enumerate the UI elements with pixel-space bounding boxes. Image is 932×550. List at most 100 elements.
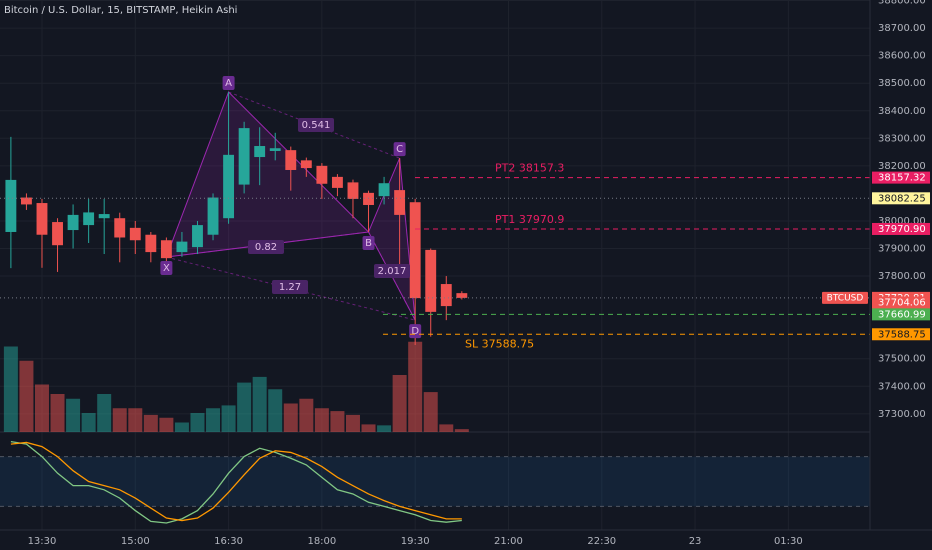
candle-body	[145, 234, 157, 253]
y-tick-label: 38500.00	[878, 78, 926, 89]
price-label: 37660.99	[878, 309, 926, 320]
volume-bar	[221, 405, 236, 432]
candle-body	[83, 212, 95, 226]
y-tick-label: 37900.00	[878, 244, 926, 255]
pattern-point-box	[362, 235, 375, 250]
x-tick-label: 01:30	[774, 536, 803, 547]
oscillator-d-line	[10, 441, 462, 522]
pattern-point-label: D	[411, 326, 419, 337]
candle-body	[347, 182, 359, 199]
candle-body	[316, 165, 328, 184]
price-label-box	[872, 192, 930, 205]
candle-body	[223, 154, 235, 219]
x-tick-label: 21:00	[494, 536, 523, 547]
volume-bar	[268, 389, 283, 432]
candle-body	[207, 197, 219, 235]
symbol-tag	[822, 291, 868, 304]
y-tick-label: 38400.00	[878, 106, 926, 117]
y-tick-label: 37800.00	[878, 271, 926, 282]
candle-body	[129, 227, 141, 241]
pattern-point-label: C	[396, 144, 403, 155]
pattern-point-box	[222, 76, 235, 91]
volume-bar	[361, 424, 376, 432]
candle-body	[254, 146, 266, 158]
price-label-box	[872, 328, 930, 341]
pattern-point-label: X	[163, 263, 170, 274]
volume-bar	[423, 392, 438, 432]
volume-bar	[330, 411, 345, 432]
y-tick-label: 37400.00	[878, 381, 926, 392]
volume-bar	[174, 422, 189, 432]
oscillator-k-line	[10, 440, 462, 524]
oscillator-band	[0, 456, 870, 507]
level-label: PT2 38157.3	[495, 162, 564, 175]
y-tick-label: 38300.00	[878, 133, 926, 144]
candle-body	[394, 190, 406, 215]
candle-body	[20, 197, 32, 205]
candle-body	[456, 293, 468, 298]
price-label: 37704.06	[878, 297, 926, 308]
candle-body	[52, 222, 63, 246]
pattern-ratio-box	[272, 280, 308, 294]
volume-bar	[299, 398, 314, 432]
price-label: 37970.90	[878, 224, 926, 235]
y-tick-label: 37500.00	[878, 354, 926, 365]
pattern-ratio-label: 0.541	[302, 120, 331, 131]
candle-body	[160, 240, 172, 259]
candle-body	[425, 249, 437, 312]
volume-bar	[19, 360, 34, 432]
volume-bar	[206, 408, 221, 432]
candle-body	[285, 150, 297, 170]
candle-body	[378, 183, 390, 197]
level-label: PT1 37970.9	[495, 213, 564, 226]
volume-bar	[97, 394, 112, 432]
pattern-point-label: B	[365, 238, 372, 249]
volume-bar	[159, 417, 174, 432]
pattern-ratio-line	[166, 231, 369, 258]
candle-body	[440, 284, 452, 307]
volume-bar	[314, 408, 329, 432]
volume-bar	[439, 424, 454, 432]
candle-body	[114, 218, 126, 238]
volume-bar	[66, 398, 81, 432]
pattern-point-label: A	[225, 78, 232, 89]
chart-title: Bitcoin / U.S. Dollar, 15, BITSTAMP, Hei…	[4, 5, 237, 16]
y-tick-label: 38000.00	[878, 216, 926, 227]
y-tick-label: 38800.00	[878, 0, 926, 7]
volume-bar	[252, 376, 267, 432]
x-tick-label: 16:30	[214, 536, 243, 547]
symbol-tag-label: BTCUSD	[827, 293, 864, 303]
x-tick-label: 23	[689, 536, 702, 547]
volume-bar	[345, 414, 360, 432]
candle-body	[192, 225, 203, 248]
volume-bar	[454, 429, 469, 432]
pattern-ratio-label: 2.017	[378, 266, 407, 277]
candle-body	[176, 241, 188, 253]
volume-bar	[3, 346, 18, 432]
candle-body	[67, 214, 79, 231]
pattern-point-box	[160, 261, 173, 276]
volume-bar	[143, 414, 158, 432]
candle-body	[269, 148, 281, 151]
candle-body	[331, 176, 343, 188]
price-label-box	[872, 222, 930, 235]
volume-bar	[237, 382, 252, 432]
pattern-ratio-box	[298, 118, 334, 132]
y-tick-label: 38700.00	[878, 23, 926, 34]
x-tick-label: 22:30	[587, 536, 616, 547]
candle-body	[36, 203, 48, 235]
y-tick-label: 38200.00	[878, 161, 926, 172]
volume-bar	[377, 425, 392, 432]
x-tick-label: 18:00	[307, 536, 336, 547]
price-axis	[870, 0, 932, 550]
x-tick-label: 15:00	[121, 536, 150, 547]
price-label-box	[872, 171, 930, 184]
x-tick-label: 19:30	[401, 536, 430, 547]
price-label-box	[872, 296, 930, 309]
volume-bar	[408, 341, 423, 432]
price-label-box	[872, 308, 930, 321]
candle-body	[363, 192, 374, 205]
